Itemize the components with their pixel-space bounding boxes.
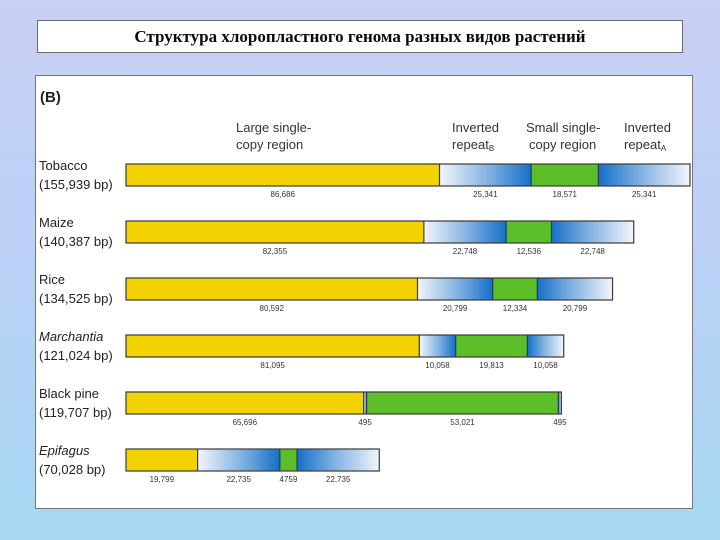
header-irb-word: repeat	[452, 137, 489, 152]
species-size: (70,028 bp)	[39, 462, 106, 477]
segment-length-label: 86,686	[271, 190, 296, 199]
slide-title: Структура хлоропластного генома разных в…	[134, 26, 586, 46]
segment-length-label: 22,748	[453, 247, 478, 256]
segment-ssc	[279, 449, 298, 471]
species-size: (140,387 bp)	[39, 234, 113, 249]
species-name: Tobacco	[39, 158, 87, 173]
bar-outline	[125, 277, 614, 301]
header-irb-line1: Inverted	[452, 120, 499, 135]
segment-length-label: 10,058	[533, 361, 558, 370]
genome-diagram-svg: (B) Large single- copy region Inverted r…	[39, 89, 691, 484]
segment-lsc	[126, 392, 364, 414]
header-ssc-line2: copy region	[529, 137, 596, 152]
species-size: (134,525 bp)	[39, 291, 113, 306]
segment-length-label: 81,095	[260, 361, 285, 370]
header-ira-word: repeat	[624, 137, 661, 152]
segment-length-label: 18,571	[553, 190, 578, 199]
species-row: Black pine (119,707 bp) 65,696 495 53,021 495	[39, 386, 567, 427]
bar-outline	[125, 163, 691, 187]
species-name: Marchantia	[39, 329, 103, 344]
species-row: Rice (134,525 bp) 80,592 20,799 12,334 20,799	[39, 272, 614, 313]
bar-outline	[125, 391, 562, 415]
segment-length-label: 22,735	[226, 475, 251, 484]
segment-length-label: 19,813	[479, 361, 504, 370]
segment-length-label: 80,592	[260, 304, 285, 313]
segment-lsc	[126, 164, 440, 186]
segment-ira	[527, 335, 564, 357]
species-name: Black pine	[39, 386, 99, 401]
segment-ssc	[492, 278, 538, 300]
segment-irb	[363, 392, 367, 414]
species-size: (121,024 bp)	[39, 348, 113, 363]
segment-length-label: 25,341	[632, 190, 657, 199]
segment-ssc	[455, 335, 528, 357]
segment-length-label: 495	[553, 418, 567, 427]
segment-ssc	[506, 221, 552, 243]
segment-length-label: 10,058	[425, 361, 450, 370]
segment-length-label: 20,799	[563, 304, 588, 313]
genome-figure: (B) Large single- copy region Inverted r…	[35, 75, 693, 509]
header-irb-sub: B	[489, 144, 494, 153]
bar-outline	[125, 334, 565, 358]
species-rows: Tobacco (155,939 bp) 86,686 25,341 18,571 25,…	[39, 158, 691, 484]
segment-length-label: 19,799	[150, 475, 175, 484]
slide-title-box: Структура хлоропластного генома разных в…	[37, 20, 683, 53]
species-size: (155,939 bp)	[39, 177, 113, 192]
segment-length-label: 12,334	[503, 304, 528, 313]
segment-irb	[423, 221, 507, 243]
species-row: Marchantia (121,024 bp) 81,095 10,058 19,813…	[39, 329, 565, 370]
segment-ira	[297, 449, 380, 471]
header-lsc-line2: copy region	[236, 137, 303, 152]
segment-lsc	[126, 221, 424, 243]
species-row: Maize (140,387 bp) 82,355 22,748 12,536 22,74…	[39, 215, 635, 256]
species-size: (119,707 bp)	[39, 405, 112, 420]
header-ira-line1: Inverted	[624, 120, 671, 135]
segment-length-label: 12,536	[517, 247, 542, 256]
segment-lsc	[126, 449, 198, 471]
species-name: Rice	[39, 272, 65, 287]
segment-irb	[419, 335, 456, 357]
segment-length-label: 25,341	[473, 190, 498, 199]
segment-ssc	[366, 392, 559, 414]
segment-ssc	[531, 164, 599, 186]
segment-length-label: 82,355	[263, 247, 288, 256]
segment-irb	[417, 278, 493, 300]
segment-length-label: 4759	[280, 475, 298, 484]
segment-ira	[558, 392, 562, 414]
segment-irb	[197, 449, 280, 471]
species-name: Maize	[39, 215, 74, 230]
header-lsc-line1: Large single-	[236, 120, 311, 135]
segment-lsc	[126, 278, 418, 300]
segment-length-label: 65,696	[233, 418, 258, 427]
segment-length-label: 495	[358, 418, 372, 427]
panel-label: (B)	[40, 89, 61, 106]
header-ira-sub: A	[661, 144, 667, 153]
segment-length-label: 53,021	[450, 418, 475, 427]
segment-length-label: 22,735	[326, 475, 351, 484]
header-ssc-line1: Small single-	[526, 120, 600, 135]
header-ira-line2: repeatA	[624, 137, 667, 153]
segment-ira	[537, 278, 613, 300]
segment-irb	[439, 164, 532, 186]
segment-length-label: 22,748	[580, 247, 605, 256]
segment-lsc	[126, 335, 420, 357]
species-name: Epifagus	[39, 443, 90, 458]
header-irb-line2: repeatB	[452, 137, 494, 153]
bar-outline	[125, 448, 380, 472]
species-row: Epifagus (70,028 bp) 19,799 22,735 4759 22,73…	[39, 443, 380, 484]
species-row: Tobacco (155,939 bp) 86,686 25,341 18,571 25,…	[39, 158, 691, 199]
segment-ira	[598, 164, 690, 186]
segment-ira	[551, 221, 634, 243]
segment-length-label: 20,799	[443, 304, 468, 313]
bar-outline	[125, 220, 635, 244]
